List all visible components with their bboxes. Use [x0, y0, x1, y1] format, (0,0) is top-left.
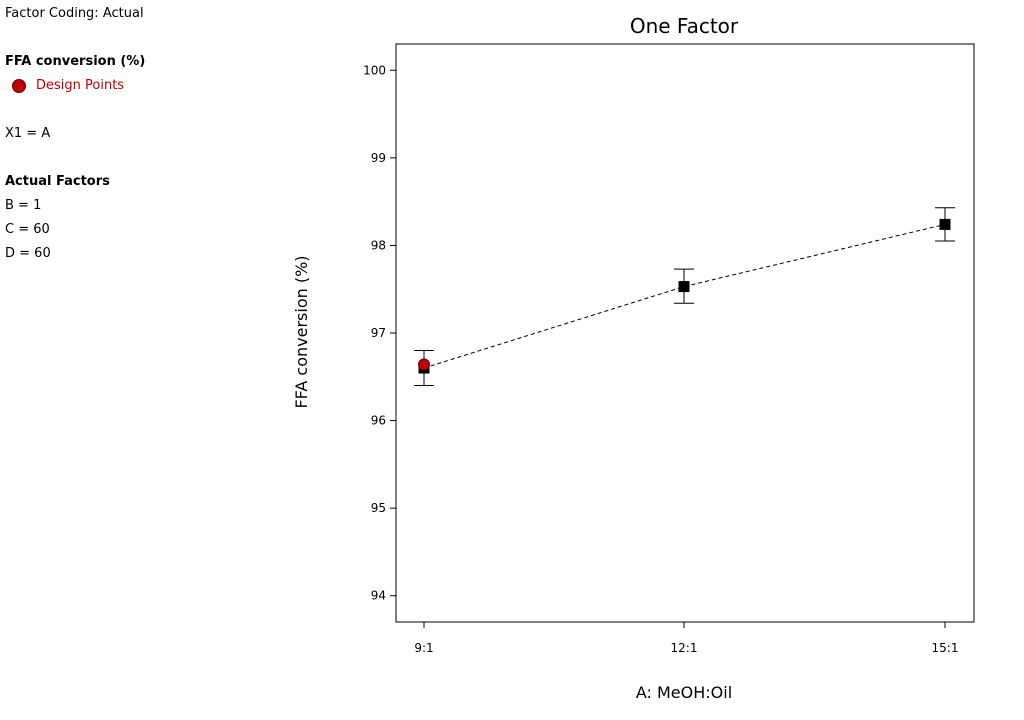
factor-coding-label: Factor Coding: Actual — [5, 6, 144, 21]
legend-dot-icon — [12, 79, 26, 93]
x-tick-label: 9:1 — [414, 641, 433, 655]
legend-label: Design Points — [36, 78, 125, 93]
data-point-marker — [939, 218, 951, 230]
y-tick-label: 98 — [371, 238, 386, 252]
y-axis-label: FFA conversion (%) — [292, 255, 311, 408]
response-title: FFA conversion (%) — [5, 54, 146, 69]
x1-label: X1 = A — [5, 126, 51, 141]
actual-factor-b: B = 1 — [5, 198, 42, 213]
y-tick-label: 96 — [371, 414, 386, 428]
actual-factor-c: C = 60 — [5, 222, 50, 237]
x-tick-label: 15:1 — [932, 641, 959, 655]
plot-frame — [395, 43, 975, 623]
x-axis: 9:1 12:1 15:1 — [414, 622, 958, 655]
series-line — [423, 223, 946, 369]
actual-factors-title: Actual Factors — [5, 174, 110, 189]
series-layer — [414, 207, 955, 387]
y-tick-label: 100 — [363, 63, 386, 77]
design-point — [418, 358, 430, 371]
y-tick-label: 99 — [371, 151, 386, 165]
data-point-marker — [678, 281, 690, 293]
x-tick-label: 12:1 — [671, 641, 698, 655]
y-tick-label: 94 — [371, 589, 386, 603]
y-tick-label: 95 — [371, 501, 386, 515]
actual-factor-d: D = 60 — [5, 246, 51, 261]
y-axis: 94 95 96 97 98 99 100 — [363, 63, 396, 603]
y-tick-label: 97 — [371, 326, 386, 340]
x-axis-label: A: MeOH:Oil — [636, 683, 732, 702]
chart-title: One Factor — [630, 14, 739, 38]
